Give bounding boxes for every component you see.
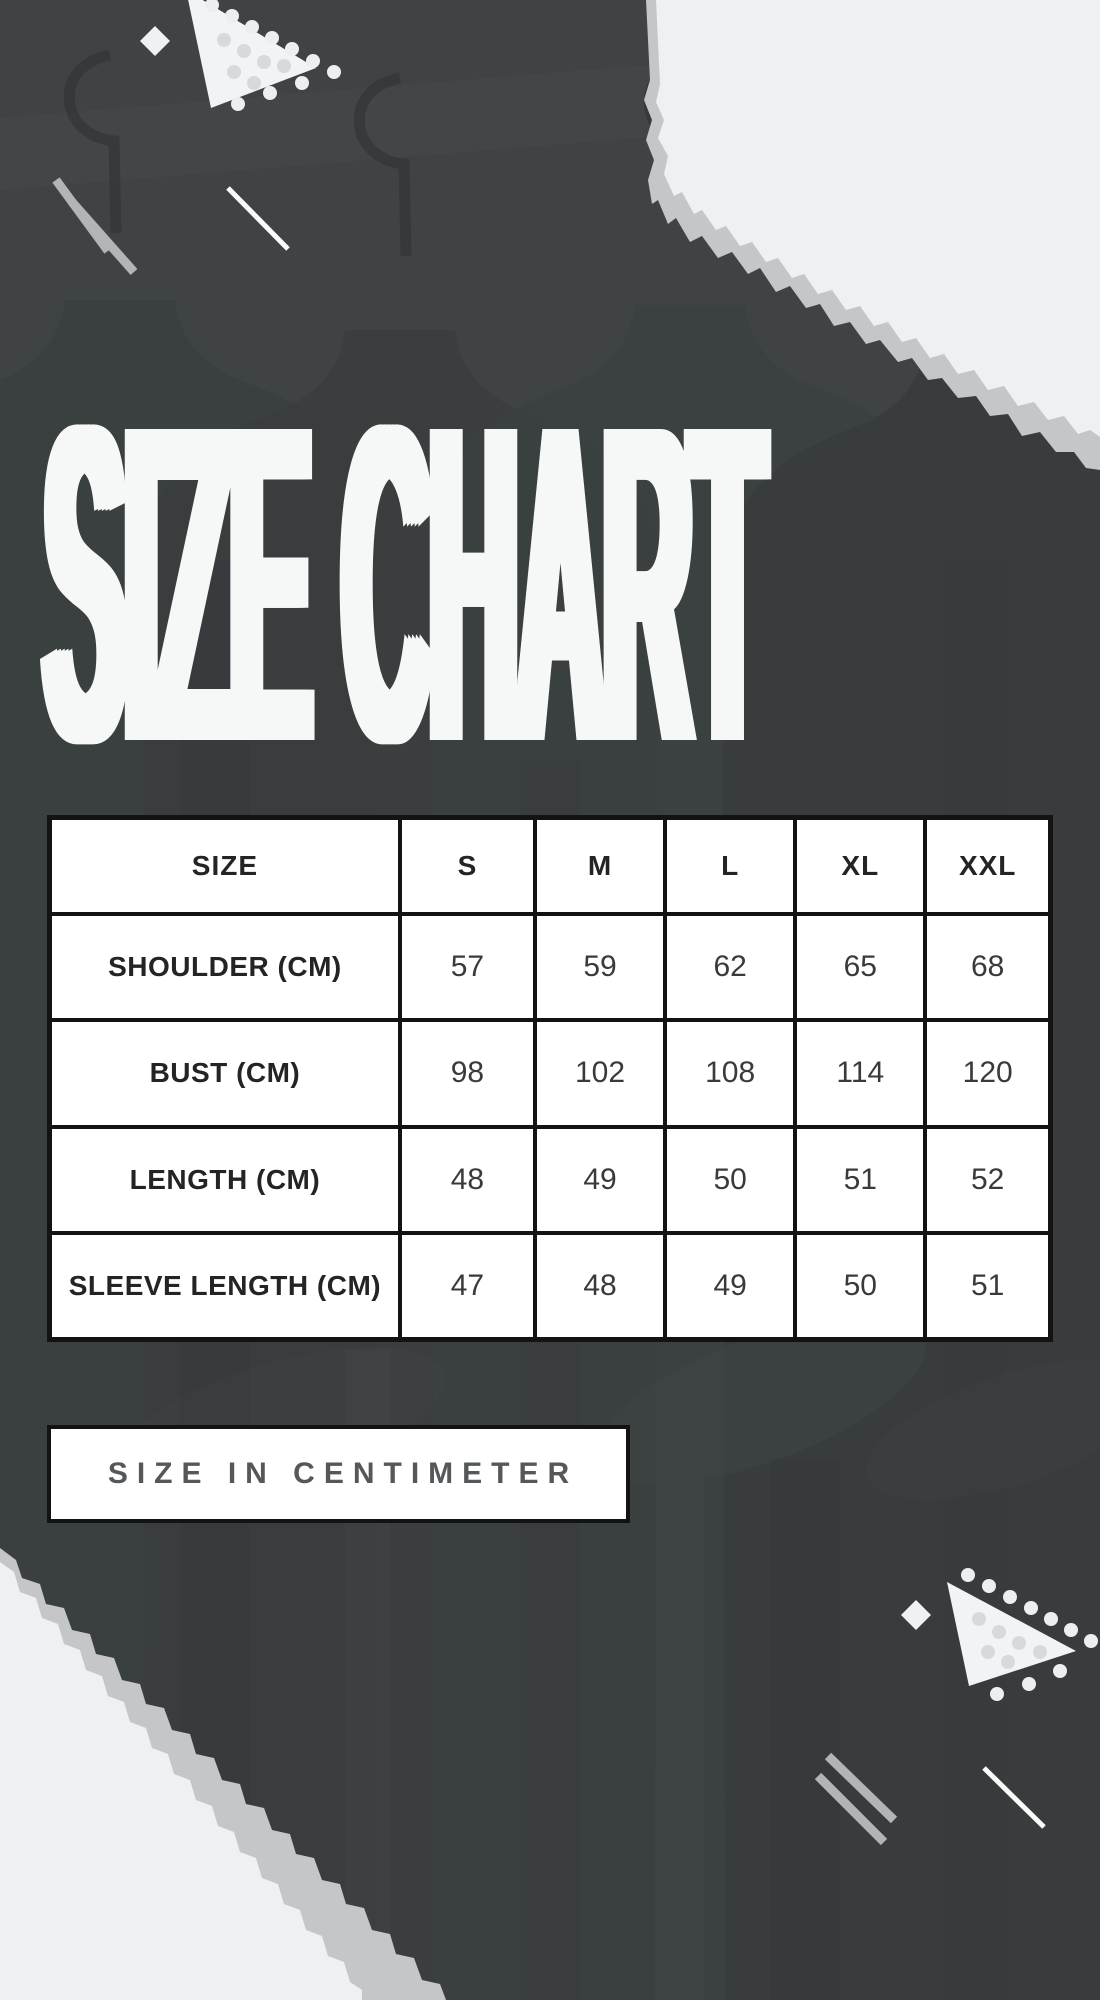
table-row: LENGTH (CM) 48 49 50 51 52: [47, 1124, 1053, 1235]
diamond-icon: [901, 1600, 931, 1630]
measurement-value: 102: [532, 1018, 668, 1129]
measurement-value: 49: [532, 1124, 668, 1235]
measurement-value: 48: [532, 1231, 668, 1342]
measurement-label: SHOULDER (CM): [47, 911, 402, 1022]
measurement-value: 98: [397, 1018, 537, 1129]
measurement-value: 48: [397, 1124, 537, 1235]
measurement-value: 108: [663, 1018, 798, 1129]
torn-paper-top-right: [644, 0, 1100, 470]
measurement-value: 65: [793, 911, 928, 1022]
table-row: SHOULDER (CM) 57 59 62 65 68: [47, 911, 1053, 1022]
size-table: SIZE S M L XL XXL SHOULDER (CM) 57 59 62 65 68 BUST…: [47, 815, 1053, 1342]
diamond-icon: [140, 26, 170, 56]
size-column-header: S: [397, 815, 537, 916]
confetti-dots: [205, 0, 341, 111]
measurement-value: 59: [532, 911, 668, 1022]
size-column-header: XL: [793, 815, 928, 916]
measurement-value: 47: [397, 1231, 537, 1342]
double-slash-top-left: [52, 177, 138, 275]
size-unit-label: SIZE IN CENTIMETER: [107, 1457, 579, 1490]
confetti-dots-inner: [217, 33, 291, 90]
measurement-label: SLEEVE LENGTH (CM): [47, 1231, 402, 1342]
measurement-label: BUST (CM): [47, 1018, 402, 1129]
measurement-value: 52: [923, 1124, 1053, 1235]
measurement-value: 114: [793, 1018, 928, 1129]
measurement-value: 68: [923, 911, 1053, 1022]
size-column-header: L: [663, 815, 798, 916]
size-column-header: M: [532, 815, 668, 916]
measurement-value: 57: [397, 911, 537, 1022]
double-slash-bottom-right: [814, 1752, 898, 1846]
slash-top-left: [226, 186, 290, 251]
size-unit-button[interactable]: SIZE IN CENTIMETER: [47, 1425, 630, 1523]
measurement-value: 51: [793, 1124, 928, 1235]
measurement-value: 49: [663, 1231, 798, 1342]
size-table-header-row: SIZE S M L XL XXL: [47, 815, 1053, 916]
measurement-value: 50: [793, 1231, 928, 1342]
size-column-header: XXL: [923, 815, 1053, 916]
measurement-value: 120: [923, 1018, 1053, 1129]
triangle-confetti-bottom-right: [901, 1568, 1098, 1701]
triangle-confetti-top-left: [140, 0, 341, 111]
measurement-value: 51: [923, 1231, 1053, 1342]
slash-bottom-right: [982, 1766, 1046, 1829]
torn-paper-bottom-left: [0, 1548, 446, 2000]
measurement-value: 62: [663, 911, 798, 1022]
size-table-body: SHOULDER (CM) 57 59 62 65 68 BUST (CM) 98 102 108…: [47, 911, 1053, 1342]
size-header-cell: SIZE: [47, 815, 402, 916]
confetti-dots-inner: [972, 1612, 1047, 1669]
confetti-dots: [961, 1568, 1098, 1701]
table-row: SLEEVE LENGTH (CM) 47 48 49 50 51: [47, 1231, 1053, 1342]
table-row: BUST (CM) 98 102 108 114 120: [47, 1018, 1053, 1129]
measurement-value: 50: [663, 1124, 798, 1235]
measurement-label: LENGTH (CM): [47, 1124, 402, 1235]
